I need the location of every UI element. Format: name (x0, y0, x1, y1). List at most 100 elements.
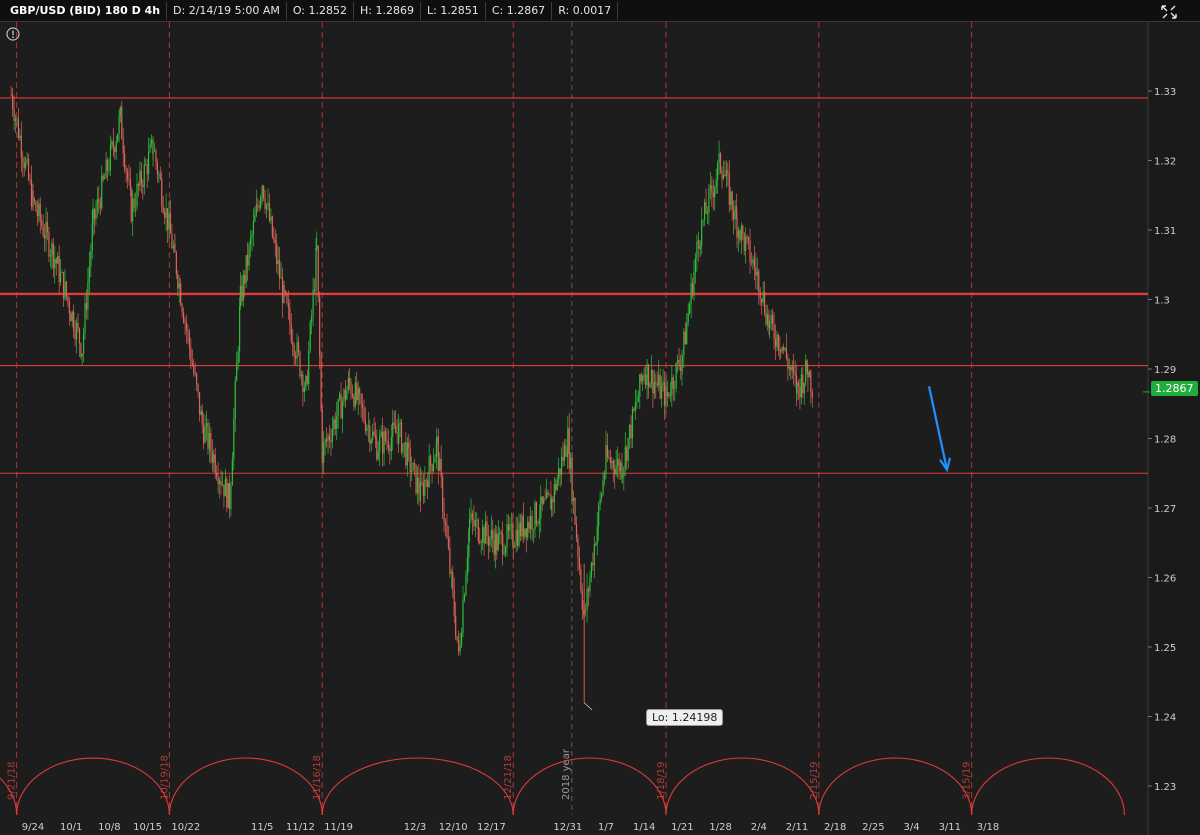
candle-body (203, 424, 205, 443)
candle-body (60, 272, 62, 283)
candle-body (492, 530, 494, 541)
candle-body (177, 274, 179, 289)
candle-body (489, 537, 491, 546)
cycle-date-label: 11/16/18 (312, 755, 323, 800)
candle-body (652, 370, 654, 394)
candle-body (302, 374, 304, 393)
candle-body (124, 153, 126, 169)
candle-body (292, 341, 294, 347)
candle-body (32, 190, 34, 200)
candle-body (139, 170, 141, 186)
candle-body (683, 331, 685, 356)
candle-body (268, 202, 271, 221)
candle-body (621, 476, 623, 479)
candle-body (283, 284, 285, 292)
candle-body (734, 206, 736, 220)
x-tick-label: 2/11 (786, 822, 808, 833)
candle-body (287, 302, 289, 308)
candle-body (776, 334, 778, 347)
candle-body (724, 174, 726, 177)
candle-body (780, 349, 782, 352)
candle-body (621, 462, 623, 479)
expand-icon[interactable] (1158, 3, 1180, 21)
candle-body (453, 590, 455, 616)
candle-body (30, 179, 33, 207)
candle-body (48, 231, 50, 257)
candle-body (35, 201, 37, 212)
candle-body (788, 367, 790, 369)
candle-body (807, 371, 809, 378)
candle-body (306, 376, 308, 384)
candle-body (402, 443, 404, 453)
candle-body (636, 401, 638, 403)
candle-body (400, 422, 403, 453)
candle-body (359, 388, 361, 395)
candle-body (247, 254, 249, 266)
candle-body (280, 277, 282, 279)
candle-body (158, 174, 160, 175)
candle-body (84, 303, 86, 334)
candle-body (790, 367, 792, 371)
candle-body (54, 259, 56, 260)
candle-body (336, 416, 338, 429)
candle-body (750, 262, 753, 264)
candle-body (12, 94, 14, 110)
x-tick-label: 1/7 (598, 822, 614, 833)
candle-body (747, 237, 750, 241)
candle-body (810, 371, 812, 392)
candle-body (112, 141, 114, 148)
candle-body (309, 322, 311, 351)
candle-body (739, 230, 741, 241)
candle-body (548, 494, 551, 496)
candle-body (230, 485, 232, 510)
candle-body (640, 374, 642, 382)
candle-body (161, 178, 163, 206)
y-tick-label: 1.28 (1154, 435, 1176, 446)
candle-body (462, 600, 464, 633)
candle-body (184, 322, 186, 324)
candle-body (476, 519, 478, 521)
candle-body (399, 422, 401, 424)
candle-body (395, 425, 397, 434)
candle-body (552, 498, 554, 503)
candle-body (524, 528, 526, 537)
candle-body (313, 289, 316, 291)
candle-body (711, 185, 713, 193)
symbol-label[interactable]: GBP/USD (BID) 180 D 4h (4, 1, 168, 20)
candle-body (658, 374, 660, 386)
info-icon[interactable] (6, 27, 20, 41)
candle-body (516, 529, 519, 546)
candle-body (254, 215, 256, 222)
candle-body (490, 530, 492, 538)
candle-body (722, 174, 725, 179)
candle-body (708, 188, 710, 214)
x-tick-label: 10/8 (98, 822, 120, 833)
candle-body (440, 459, 442, 477)
candle-body (91, 223, 93, 251)
candle-body (725, 170, 727, 177)
candle-body (796, 382, 798, 394)
candle-body (518, 522, 520, 546)
cycle-arc (971, 757, 1125, 816)
candle-body (521, 515, 523, 537)
candle-body (590, 562, 593, 577)
candle-body (595, 544, 597, 546)
candle-body (558, 468, 560, 480)
candle-body (452, 572, 454, 591)
x-tick-label: 11/12 (286, 822, 315, 833)
close-readout: C: 1.2867 (486, 1, 553, 20)
candle-body (770, 314, 772, 323)
candle-body (204, 426, 206, 443)
candle-body (720, 167, 722, 171)
candle-body (617, 458, 619, 466)
candle-body (735, 206, 738, 218)
low-readout: L: 1.2851 (421, 1, 486, 20)
candle-body (415, 464, 417, 493)
candle-body (87, 281, 89, 310)
candle-body (130, 189, 132, 222)
candle-body (405, 442, 407, 466)
candle-body (503, 553, 505, 555)
candle-body (690, 282, 692, 305)
candle-body (465, 575, 467, 596)
